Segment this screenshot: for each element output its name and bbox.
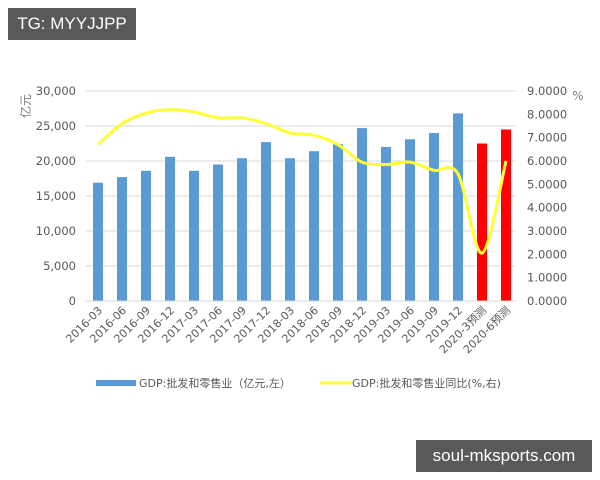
watermark-text: TG: MYYJJPP bbox=[17, 14, 127, 33]
right-axis-tick-label: 4.0000 bbox=[527, 201, 567, 215]
left-axis-tick-label: 20,000 bbox=[36, 154, 76, 168]
right-axis-tick-label: 3.0000 bbox=[527, 224, 567, 238]
bar bbox=[333, 144, 343, 301]
watermark-badge-bottom: soul-mksports.com bbox=[416, 440, 592, 472]
right-axis-tick-label: 1.0000 bbox=[527, 271, 567, 285]
right-axis-tick-label: 9.0000 bbox=[527, 84, 567, 98]
bar bbox=[117, 177, 127, 301]
right-axis-unit-label: % bbox=[572, 89, 583, 103]
left-axis-tick-label: 5,000 bbox=[43, 259, 76, 273]
bar bbox=[141, 170, 151, 301]
left-axis-tick-label: 25,000 bbox=[36, 119, 76, 133]
bar bbox=[357, 128, 367, 301]
right-axis-tick-label: 5.0000 bbox=[527, 177, 567, 191]
bar bbox=[309, 151, 319, 301]
legend-bar-label: GDP:批发和零售业（亿元,左） bbox=[139, 376, 291, 390]
left-y-axis: 0 5,000 10,000 15,000 20,000 25,000 30,000 bbox=[36, 84, 76, 308]
line-series bbox=[97, 108, 508, 255]
legend-bar-swatch bbox=[96, 380, 136, 386]
bar bbox=[405, 139, 415, 301]
watermark-text: soul-mksports.com bbox=[432, 446, 576, 465]
bar bbox=[165, 156, 175, 301]
legend: GDP:批发和零售业（亿元,左） GDP:批发和零售业同比(%,右) bbox=[96, 376, 501, 390]
bar bbox=[93, 182, 103, 301]
x-axis: 2016-032016-062016-092016-122017-032017-… bbox=[63, 300, 516, 356]
forecast-bar bbox=[501, 129, 511, 301]
forecast-bar bbox=[477, 143, 487, 301]
bar bbox=[285, 158, 295, 301]
bar bbox=[453, 113, 463, 302]
right-axis-tick-label: 0.0000 bbox=[527, 294, 567, 308]
left-axis-tick-label: 10,000 bbox=[36, 224, 76, 238]
right-axis-tick-label: 6.0000 bbox=[527, 154, 567, 168]
left-axis-unit-label: 亿元 bbox=[18, 94, 33, 118]
right-axis-tick-label: 8.0000 bbox=[527, 107, 567, 121]
bar bbox=[189, 170, 199, 301]
bar bbox=[213, 164, 223, 301]
watermark-badge-top: TG: MYYJJPP bbox=[8, 8, 136, 40]
bar bbox=[429, 133, 439, 301]
bar bbox=[381, 147, 391, 301]
right-y-axis: 0.0000 1.0000 2.0000 3.0000 4.0000 5.0000 6.00… bbox=[527, 84, 567, 308]
left-axis-tick-label: 0 bbox=[69, 294, 76, 308]
bar bbox=[261, 142, 271, 301]
yoy-growth-line bbox=[97, 108, 508, 255]
right-axis-tick-label: 2.0000 bbox=[527, 247, 567, 261]
right-axis-tick-label: 7.0000 bbox=[527, 131, 567, 145]
left-axis-tick-label: 15,000 bbox=[36, 189, 76, 203]
bar-series bbox=[93, 113, 511, 302]
left-axis-tick-label: 30,000 bbox=[36, 84, 76, 98]
legend-line-label: GDP:批发和零售业同比(%,右) bbox=[352, 376, 501, 390]
bar bbox=[237, 158, 247, 301]
